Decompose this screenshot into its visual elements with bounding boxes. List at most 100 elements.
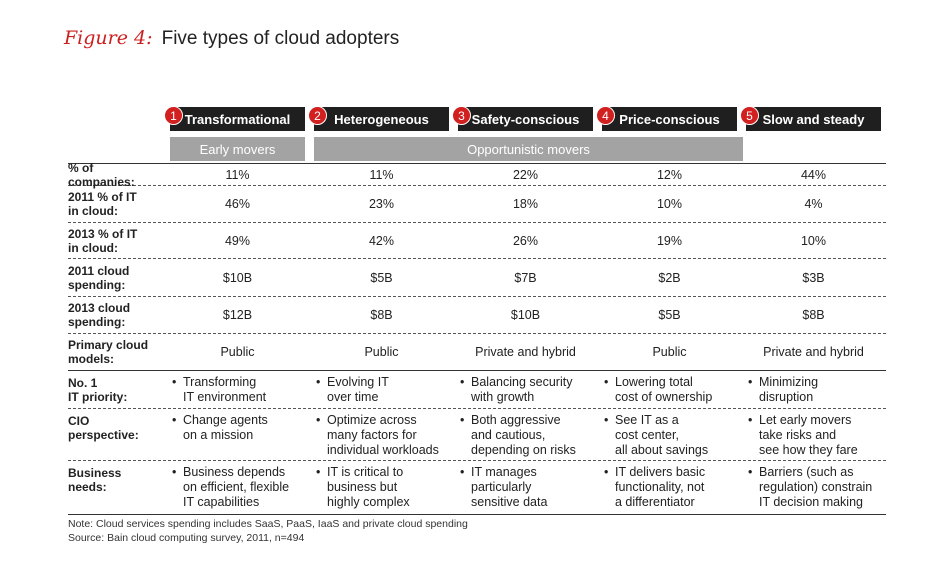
bullet-icon: •: [604, 375, 609, 389]
column-header-label: Transformational: [184, 111, 291, 127]
bullet-icon: •: [748, 375, 753, 389]
table-cell: $2B: [658, 270, 681, 285]
table-cell: $12B: [222, 308, 253, 322]
table-cell: 26%: [512, 233, 539, 248]
row-divider: [68, 222, 886, 223]
table-cell: $5B: [370, 270, 393, 285]
table-cell: 23%: [368, 197, 395, 211]
column-header-heterogeneous: Heterogeneous: [314, 107, 449, 131]
table-cell: $8B: [802, 308, 825, 322]
group-early-movers: Early movers: [170, 137, 305, 161]
table-cell: • Barriers (such as regulation) constrain…: [748, 465, 873, 509]
row-label: Business needs:: [68, 466, 122, 494]
row-divider: [68, 185, 886, 186]
table-row: 2013 cloud spending: $12B $8B $10B $5B $8…: [68, 297, 886, 333]
table-cell: 10%: [800, 233, 827, 248]
table-cell: Private and hybrid: [475, 345, 576, 359]
source-note: Source: Bain cloud computing survey, 201…: [68, 532, 305, 544]
column-header-label: Heterogeneous: [334, 111, 429, 127]
table-row: Business needs: • Business depends on effi…: [68, 463, 886, 513]
column-header-label: Safety-conscious: [471, 111, 580, 127]
row-label: % of companies:: [68, 160, 135, 189]
table-cell: $10B: [222, 270, 253, 285]
column-header-slow-and-steady: Slow and steady: [746, 107, 881, 131]
table-row: % of companies: 11% 11% 22% 12% 44%: [68, 160, 886, 189]
table-cell: • Transforming IT environment: [172, 375, 267, 404]
table-cell: 42%: [368, 233, 395, 248]
column-header-price-conscious: Price-conscious: [602, 107, 737, 131]
table-cell: • Lowering total cost of ownership: [604, 375, 713, 404]
table-cell: $7B: [514, 270, 537, 285]
bullet-icon: •: [604, 465, 609, 479]
table-row: 2013 % of IT in cloud: 49% 42% 26% 19% 10…: [68, 223, 886, 258]
table-cell: 11%: [225, 167, 250, 182]
column-header-label: Price-conscious: [619, 111, 720, 127]
table-cell: 22%: [512, 167, 539, 182]
row-label: No. 1 IT priority:: [68, 376, 128, 404]
number-badge: 4: [596, 106, 615, 125]
table-cell: 18%: [512, 197, 539, 211]
table-row: Primary cloud models: Public Public Priva…: [68, 334, 886, 370]
table-cell: 4%: [804, 197, 823, 211]
table-row: 2011 cloud spending: $10B $5B $7B $2B $3B: [68, 259, 886, 296]
table-cell: Private and hybrid: [763, 345, 864, 359]
table-cell: $8B: [370, 308, 393, 322]
bullet-icon: •: [316, 413, 321, 427]
bullet-icon: •: [460, 465, 465, 479]
bullet-icon: •: [748, 465, 753, 479]
table-cell: $10B: [510, 308, 541, 322]
table-cell: • Both aggressive and cautious, depending…: [460, 413, 576, 457]
table-cell: • IT delivers basic functionality, not a …: [604, 465, 706, 509]
group-label: Early movers: [199, 141, 276, 157]
bullet-icon: •: [748, 413, 753, 427]
table-cell: • Business depends on efficient, flexible…: [172, 465, 290, 509]
bullet-icon: •: [172, 375, 177, 389]
row-divider: [68, 296, 886, 297]
number-badge: 1: [164, 106, 183, 125]
table-bottom-rule: [68, 514, 886, 515]
table-cell: • Evolving IT over time: [316, 375, 389, 404]
column-header-label: Slow and steady: [762, 111, 865, 127]
table-cell: Public: [220, 345, 255, 359]
table-cell: 19%: [656, 233, 683, 248]
bullet-icon: •: [460, 375, 465, 389]
figure-label: Figure 4:: [64, 27, 153, 49]
bullet-icon: •: [460, 413, 465, 427]
figure-title: Figure 4: Five types of cloud adopters: [64, 27, 399, 50]
row-label: 2011 cloud spending:: [68, 263, 130, 292]
column-header-transformational: Transformational: [170, 107, 305, 131]
row-divider: [68, 408, 886, 409]
table-row: 2011 % of IT in cloud: 46% 23% 18% 10% 4%: [68, 186, 886, 222]
table-top-rule: [68, 163, 886, 164]
table-cell: 12%: [656, 167, 683, 182]
row-divider: [68, 333, 886, 334]
group-opportunistic-movers: Opportunistic movers: [314, 137, 743, 161]
number-badge: 2: [308, 106, 327, 125]
number-badge: 3: [452, 106, 471, 125]
table-row: No. 1 IT priority: • Transforming IT envir…: [68, 373, 886, 408]
table-cell: • Balancing security with growth: [460, 375, 573, 404]
row-label: CIO perspective:: [68, 414, 139, 442]
section-rule: [68, 370, 886, 371]
group-label: Opportunistic movers: [467, 141, 590, 157]
table-cell: • IT is critical to business but highly c…: [316, 465, 410, 509]
table-cell: 10%: [656, 197, 683, 211]
table-cell: 11%: [369, 167, 394, 182]
footnote: Note: Cloud services spending includes S…: [68, 518, 468, 530]
table-cell: 44%: [800, 167, 827, 182]
table-cell: $5B: [658, 308, 681, 322]
bullet-icon: •: [172, 413, 177, 427]
figure-heading: Five types of cloud adopters: [161, 28, 400, 49]
table-cell: $3B: [802, 270, 825, 285]
row-label: 2013 % of IT in cloud:: [68, 226, 138, 255]
table-cell: • Minimizing disruption: [748, 375, 819, 404]
row-label: Primary cloud models:: [68, 338, 149, 366]
table-cell: • Optimize across many factors for indivi…: [316, 413, 439, 457]
bullet-icon: •: [604, 413, 609, 427]
table-cell: • IT manages particularly sensitive data: [460, 465, 548, 509]
table-row: CIO perspective: • Change agents on a miss…: [68, 411, 886, 460]
table-cell: 49%: [224, 233, 251, 248]
row-divider: [68, 460, 886, 461]
table-cell: • Let early movers take risks and see how…: [748, 413, 858, 457]
row-label: 2013 cloud spending:: [68, 301, 131, 329]
